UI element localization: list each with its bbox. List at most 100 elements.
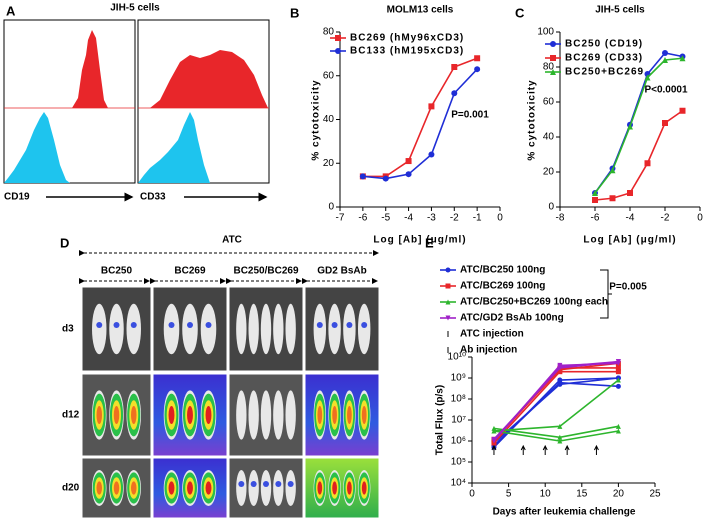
legend-marker [445,315,451,321]
point [491,428,497,434]
mouse [285,470,296,506]
point [557,364,563,370]
signal [205,322,212,328]
y-tick-label: 10⁷ [451,415,466,426]
point [592,197,598,203]
x-tick-label: 0 [469,489,475,500]
signal [113,405,120,425]
signal [96,322,103,328]
x-tick-label: -5 [381,213,390,224]
x-tick-label: -8 [556,213,565,224]
point [662,57,668,63]
series-line [362,57,478,178]
x-tick-label: 20 [613,489,625,500]
signal [130,322,137,328]
x-axis-label: Log [Ab] (μg/ml) [583,235,676,246]
panel-title: JIH-5 cells [110,3,160,14]
panel-letter: C [515,5,525,20]
y-tick-label: 20 [543,167,555,178]
legend-marker [550,55,556,61]
legend-label: ATC/BC250 100ng [460,265,545,276]
series-line [362,68,478,180]
injection-marker [491,444,497,455]
signal [113,322,120,328]
point [557,381,563,387]
annotation: P=0.005 [609,282,647,293]
injection-marker [564,444,570,455]
legend-label: ATC/BC269 100ng [460,281,545,292]
point [627,123,633,130]
x-axis-label: Days after leukemia challenge [493,507,636,518]
signal [96,481,103,495]
series-line [493,370,619,444]
chart-title: MOLM13 cells [387,5,454,16]
y-tick-label: 20 [323,158,335,169]
mouse [313,303,327,355]
y-tick-label: 60 [543,97,555,108]
y-tick-label: 80 [543,62,555,73]
histogram [60,30,108,108]
mouse [248,470,259,506]
point [592,190,598,196]
legend-label: ATC injection [460,329,524,340]
mouse [328,303,341,355]
mouse [343,303,356,355]
x-tick-label: -4 [404,213,413,224]
x-tick-label: -2 [661,213,670,224]
legend-label: ATC/GD2 BsAb 100ng [460,313,564,324]
legend-marker [335,48,341,54]
point [451,64,458,70]
column-header: BC269 [174,266,206,277]
x-tick-label: 10 [540,489,552,500]
y-tick-label: 10⁹ [451,373,466,384]
point [428,103,435,110]
mouse [200,303,217,355]
y-tick-label: 10⁵ [451,457,466,468]
point [615,383,621,389]
signal [332,405,337,425]
x-tick-label: -4 [626,213,635,224]
mouse [273,470,284,506]
mouse [236,303,247,355]
legend-label: Ab injection [460,345,517,356]
histogram [138,112,210,183]
y-tick-label: 0 [328,202,334,213]
series-line [493,430,619,442]
chart-title: JIH-5 cells [595,5,645,16]
signal [187,405,193,425]
x-tick-label: 15 [576,489,588,500]
annotation: P=0.001 [451,110,489,121]
point [557,438,563,444]
legend-marker [335,35,341,41]
x-tick-label: -7 [336,213,345,224]
significance-bracket [600,269,612,319]
signal [250,481,257,487]
signal [332,481,337,495]
signal [130,481,137,495]
y-tick-label: 10⁴ [451,478,466,489]
panel-letter: E [425,235,434,250]
signal [130,405,137,425]
legend-marker [550,69,556,75]
mouse [248,390,259,440]
mouse [92,303,107,355]
signal [96,405,103,425]
mouse [182,303,198,355]
x-tick-label: 0 [697,213,703,224]
axis-label: CD33 [140,192,166,203]
legend-label: ATC/BC250+BC269 100ng each [460,297,608,308]
legend-label: BC250 (CD19) [565,39,643,50]
signal [168,405,175,425]
point [615,428,621,434]
signal [113,481,120,495]
x-tick-label: -6 [358,213,367,224]
row-label: d3 [62,324,74,335]
point [615,377,621,383]
point [474,55,481,62]
mouse [357,303,371,355]
signal [287,481,294,487]
signal [187,481,193,495]
series-line [594,110,683,201]
point [662,120,668,126]
